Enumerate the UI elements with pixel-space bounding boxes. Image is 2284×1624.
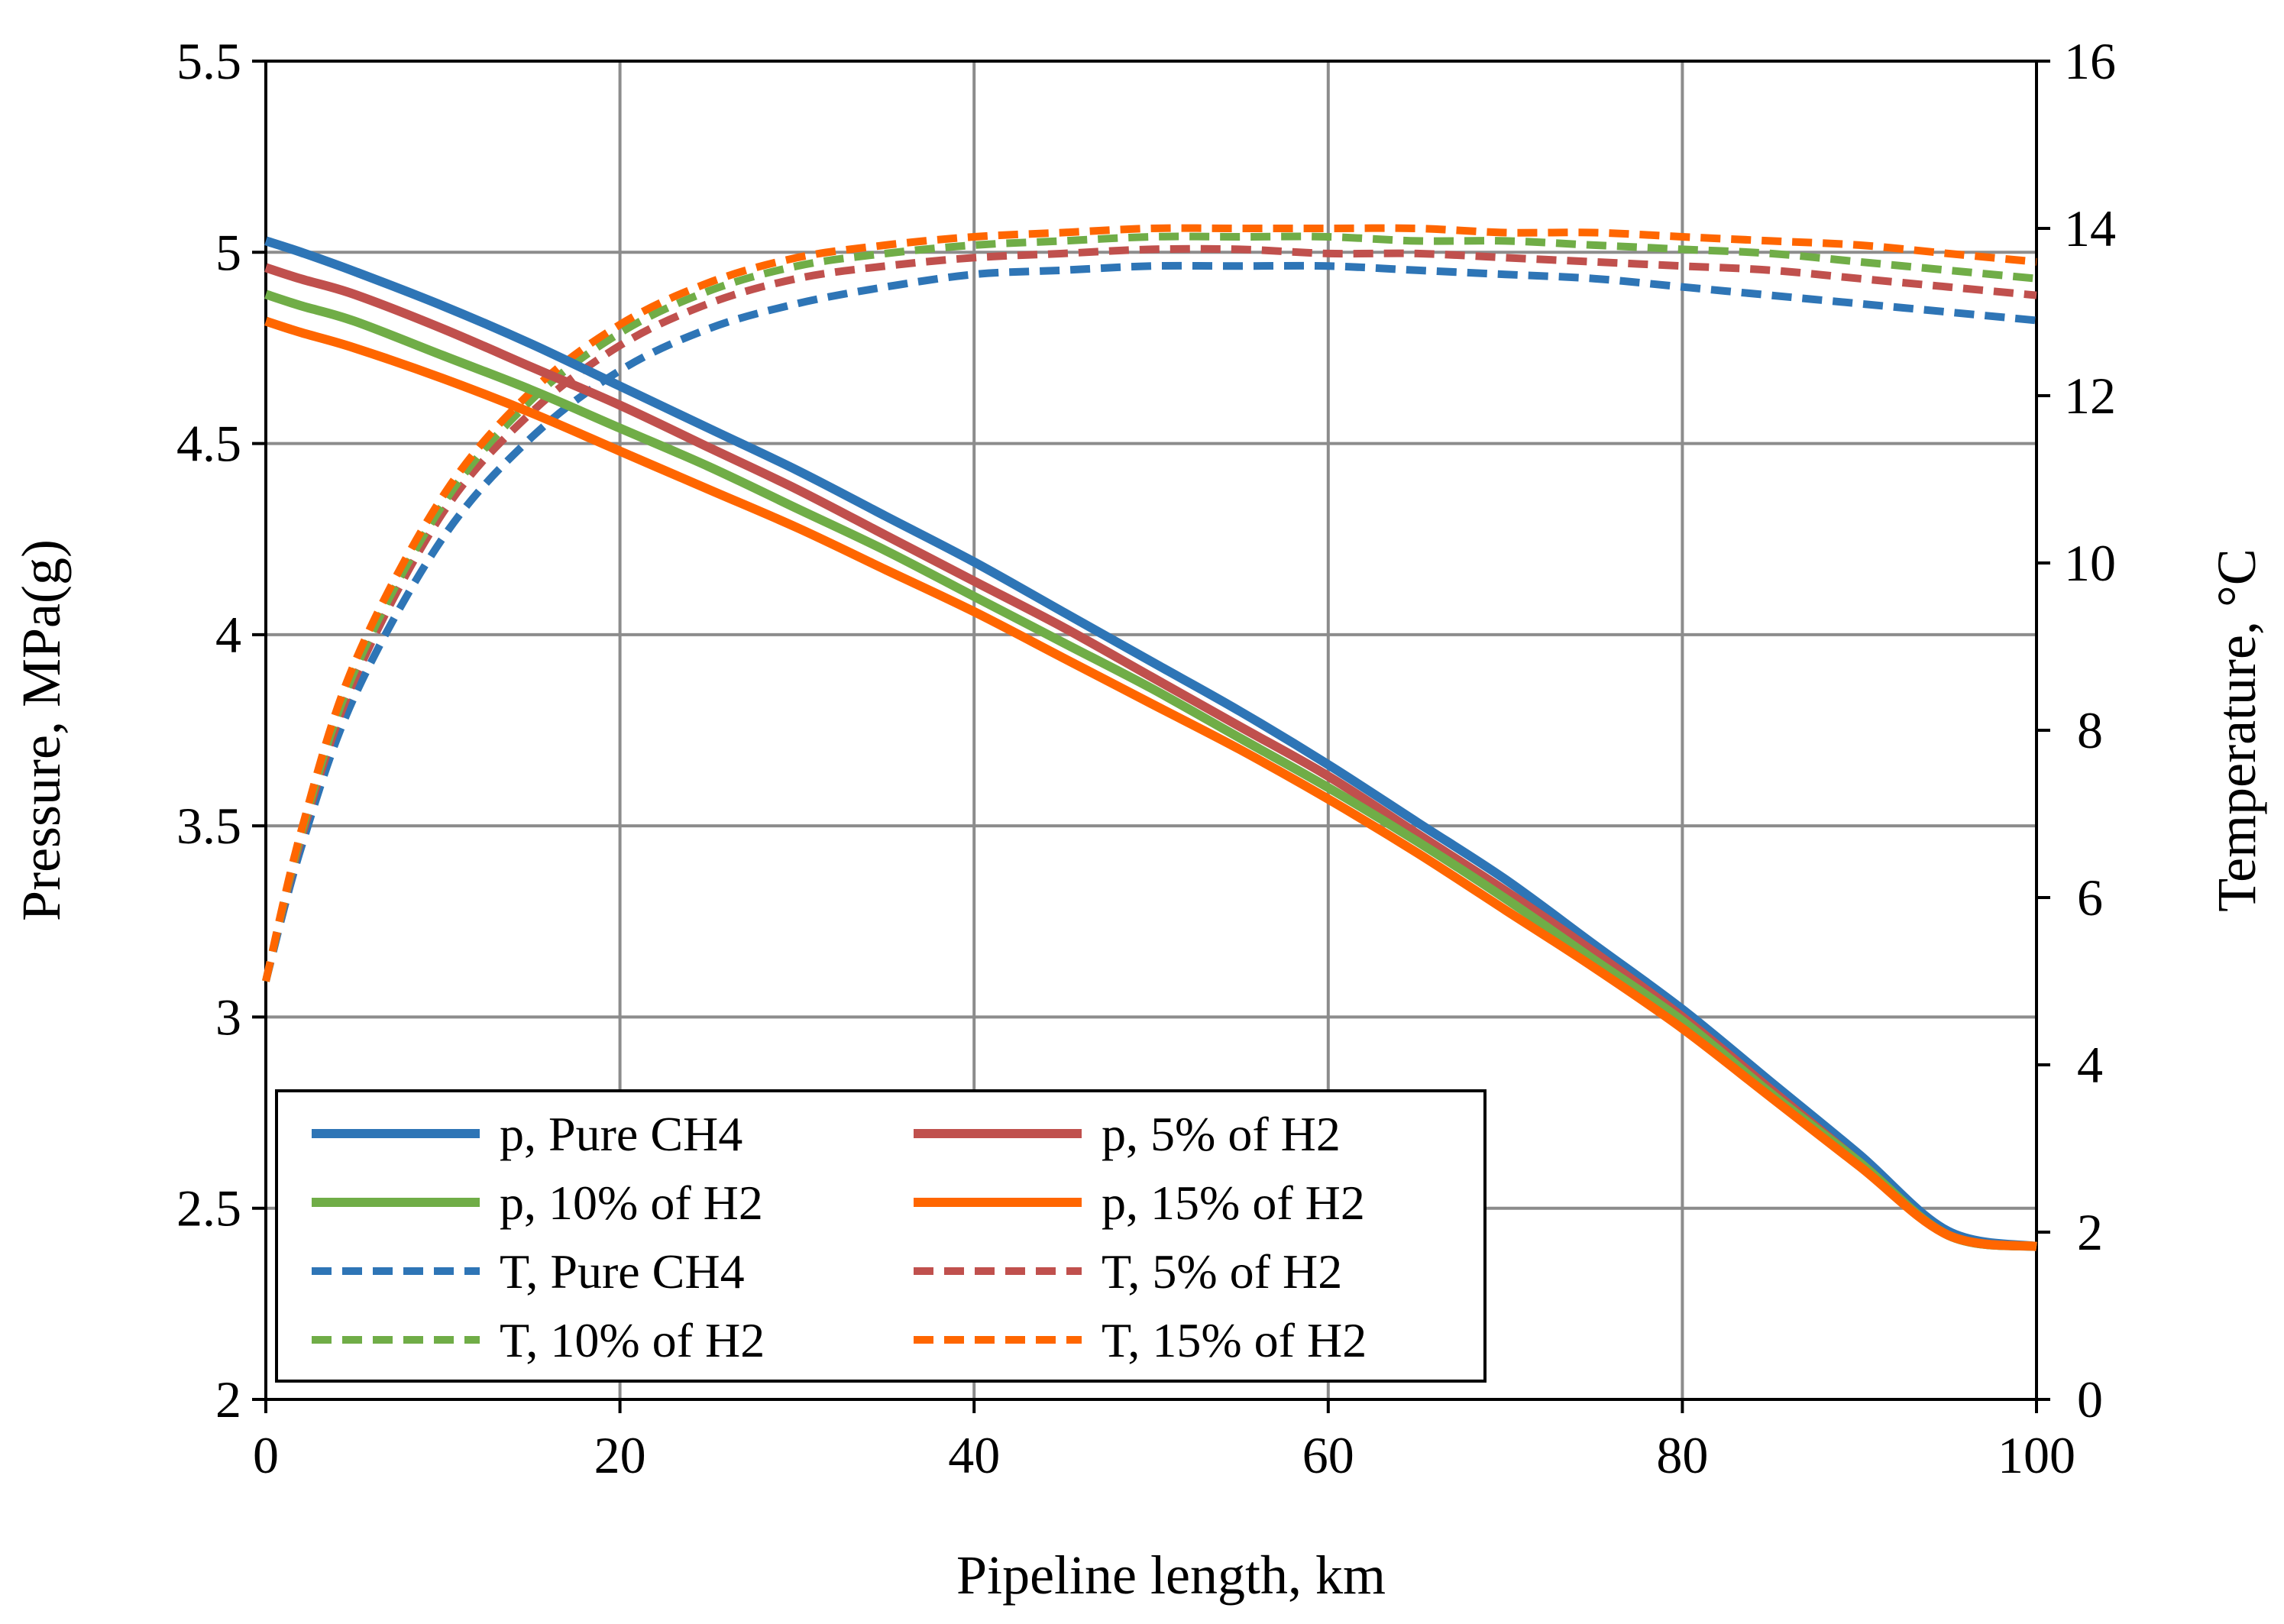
x-axis-title: Pipeline length, km — [956, 1545, 1386, 1606]
y-tick-label: 3 — [215, 988, 241, 1046]
y-tick-label: 2.5 — [176, 1179, 241, 1237]
series-lines — [262, 224, 2038, 1251]
y-tick-label: 4.5 — [176, 415, 241, 473]
y-tick-label: 2 — [215, 1370, 241, 1428]
legend-label-p-5-of-h2: p, 5% of H2 — [1102, 1107, 1341, 1161]
y2-tick-label: 8 — [2077, 701, 2103, 759]
series-line-p-pure-ch4 — [264, 236, 2038, 1251]
x-tick-label: 60 — [1302, 1426, 1354, 1484]
y2-tick-label: 14 — [2064, 199, 2116, 257]
y2-tick-label: 0 — [2077, 1370, 2103, 1428]
x-tick-label: 100 — [1998, 1426, 2075, 1484]
legend-label-t-15-of-h2: T, 15% of H2 — [1102, 1313, 1367, 1367]
x-tick-label: 0 — [253, 1426, 279, 1484]
y2-tick-label: 6 — [2077, 869, 2103, 927]
legend-box — [275, 1089, 1487, 1383]
x-tick-label: 20 — [594, 1426, 646, 1484]
y2-tick-label: 4 — [2077, 1036, 2103, 1094]
series-line-t-15-of-h2 — [262, 224, 2037, 982]
legend-label-t-pure-ch4: T, Pure CH4 — [500, 1244, 745, 1299]
x-tick-label: 80 — [1656, 1426, 1708, 1484]
y2-tick-label: 12 — [2064, 367, 2116, 425]
legend-label-p-15-of-h2: p, 15% of H2 — [1102, 1176, 1365, 1230]
y2-tick-label: 2 — [2077, 1203, 2103, 1261]
y-tick-label: 3.5 — [176, 797, 241, 855]
series-line-t-pure-ch4 — [262, 261, 2037, 982]
tick-marks — [252, 60, 2050, 1413]
y2-tick-label: 16 — [2064, 32, 2116, 90]
y2-axis-title: Temperature, °C — [2206, 548, 2267, 912]
y-tick-label: 4 — [215, 606, 241, 664]
legend-label-t-5-of-h2: T, 5% of H2 — [1102, 1244, 1342, 1299]
legend-label-p-pure-ch4: p, Pure CH4 — [500, 1107, 742, 1161]
y2-tick-label: 10 — [2064, 534, 2116, 592]
legend-label-t-10-of-h2: T, 10% of H2 — [500, 1313, 765, 1367]
y-tick-label: 5.5 — [176, 32, 241, 90]
y-tick-label: 5 — [215, 223, 241, 281]
x-tick-label: 40 — [948, 1426, 1000, 1484]
tick-labels: 0 20 40 60 80 10022.533.544.555.5024681012141… — [176, 32, 2116, 1484]
legend: p, Pure CH4 p, 5% of H2 p, 10% of H2 p, 15%… — [275, 1089, 1487, 1383]
y-axis-title: Pressure, MPa(g) — [11, 539, 72, 921]
series-line-t-10-of-h2 — [262, 232, 2037, 982]
series-line-p-15-of-h2 — [264, 316, 2037, 1251]
series-line-t-5-of-h2 — [262, 244, 2037, 982]
legend-label-p-10-of-h2: p, 10% of H2 — [500, 1176, 763, 1230]
